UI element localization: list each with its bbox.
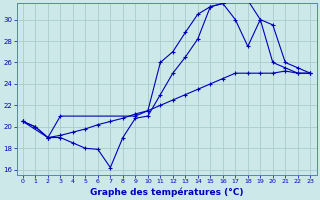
X-axis label: Graphe des températures (°C): Graphe des températures (°C) — [90, 187, 243, 197]
